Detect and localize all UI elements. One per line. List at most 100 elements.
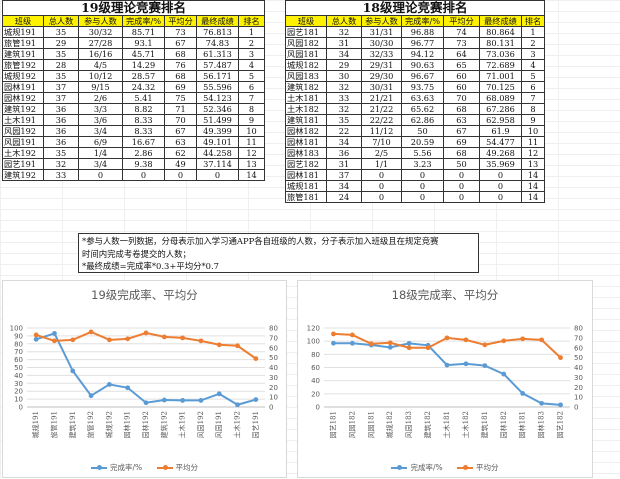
table-cell[interactable]: 76: [164, 59, 197, 71]
table-cell[interactable]: 30/32: [78, 26, 123, 38]
table-cell[interactable]: 8.33: [122, 125, 165, 137]
table-cell[interactable]: 12: [237, 147, 266, 159]
table-cell[interactable]: 园林182: [285, 125, 327, 137]
data-point[interactable]: [161, 397, 167, 403]
table-cell[interactable]: 35: [43, 70, 79, 82]
table-cell[interactable]: 30: [326, 70, 362, 82]
table-cell[interactable]: 园艺182: [285, 158, 327, 170]
table-cell[interactable]: 风园192: [2, 125, 44, 137]
table-cell[interactable]: 6/9: [78, 136, 123, 148]
table-cell[interactable]: 5.56: [401, 147, 444, 159]
table-cell[interactable]: 2: [520, 37, 546, 49]
chart-18[interactable]: 18级完成率、平均分 0 20 40 60 80 100 120 0 10 20 30 40 50 60 7…: [297, 280, 593, 478]
table-cell[interactable]: 54.123: [196, 92, 239, 104]
data-point[interactable]: [180, 398, 186, 403]
table-cell[interactable]: 52.346: [196, 103, 239, 115]
table-cell[interactable]: 园林181: [285, 169, 327, 181]
table-cell[interactable]: 12: [520, 147, 546, 159]
table-cell[interactable]: 9/15: [78, 81, 123, 93]
table-cell[interactable]: 69: [443, 136, 480, 148]
table-cell[interactable]: 0: [361, 180, 402, 192]
data-point[interactable]: [368, 341, 374, 347]
data-point[interactable]: [539, 337, 545, 343]
data-point[interactable]: [52, 331, 57, 336]
table-cell[interactable]: 园艺181: [285, 26, 327, 38]
data-point[interactable]: [406, 340, 412, 346]
data-point[interactable]: [143, 330, 149, 336]
table-cell[interactable]: 93.1: [122, 37, 165, 49]
table-cell[interactable]: 57.487: [196, 59, 239, 71]
data-point[interactable]: [180, 335, 186, 341]
table-cell[interactable]: 37: [326, 169, 362, 181]
table-cell[interactable]: 13: [237, 158, 266, 170]
table-cell[interactable]: 7: [237, 92, 266, 104]
table-cell[interactable]: 11/12: [361, 125, 402, 137]
table-cell[interactable]: 33: [326, 92, 362, 104]
table-cell[interactable]: 7/10: [361, 136, 402, 148]
table-cell[interactable]: 9: [237, 114, 266, 126]
table-cell[interactable]: 土木181: [285, 92, 327, 104]
table-cell[interactable]: 74: [443, 26, 480, 38]
table-cell[interactable]: 37: [43, 81, 79, 93]
table-cell[interactable]: 2.86: [122, 147, 165, 159]
table-cell[interactable]: 36: [43, 136, 79, 148]
table-cell[interactable]: 城规191: [2, 26, 44, 38]
table-cell[interactable]: 0: [479, 169, 522, 181]
data-point[interactable]: [463, 337, 469, 343]
data-point[interactable]: [33, 336, 39, 342]
table-cell[interactable]: 68: [443, 103, 480, 115]
table-cell[interactable]: 71: [164, 103, 197, 115]
table-cell[interactable]: 1/1: [361, 158, 402, 170]
table-cell[interactable]: 0: [479, 180, 522, 192]
data-point[interactable]: [33, 332, 39, 338]
table-cell[interactable]: 园林181: [285, 136, 327, 148]
table-cell[interactable]: 3.23: [401, 158, 444, 170]
table-cell[interactable]: 72.689: [479, 59, 522, 71]
table-cell[interactable]: 67: [164, 37, 197, 49]
table-cell[interactable]: 10: [237, 125, 266, 137]
table-cell[interactable]: 11: [237, 136, 266, 148]
table-cell[interactable]: 6: [520, 81, 546, 93]
table-cell[interactable]: 70.125: [479, 81, 522, 93]
table-cell[interactable]: 3/4: [78, 125, 123, 137]
table-cell[interactable]: 35.969: [479, 158, 522, 170]
table-cell[interactable]: 28: [43, 59, 79, 71]
table-cell[interactable]: 36: [43, 103, 79, 115]
table-cell[interactable]: 64: [443, 48, 480, 60]
table-cell[interactable]: 29: [43, 37, 79, 49]
table-cell[interactable]: 63: [443, 114, 480, 126]
table-cell[interactable]: 37: [43, 92, 79, 104]
table-cell[interactable]: 56.171: [196, 70, 239, 82]
table-cell[interactable]: 68: [443, 147, 480, 159]
table-cell[interactable]: 1: [237, 26, 266, 38]
table-cell[interactable]: 风园183: [285, 70, 327, 82]
table-cell[interactable]: 37.114: [196, 158, 239, 170]
table-cell[interactable]: 6: [237, 81, 266, 93]
table-cell[interactable]: 49.101: [196, 136, 239, 148]
table-cell[interactable]: 2/5: [361, 147, 402, 159]
table-cell[interactable]: 3: [237, 48, 266, 60]
table-cell[interactable]: 城规182: [285, 59, 327, 71]
table-cell[interactable]: 96.77: [401, 37, 444, 49]
data-point[interactable]: [539, 400, 545, 406]
table-cell[interactable]: 园林183: [285, 147, 327, 159]
data-point[interactable]: [501, 371, 507, 377]
table-cell[interactable]: 风园182: [285, 37, 327, 49]
table-cell[interactable]: 62: [164, 147, 197, 159]
table-cell[interactable]: 0: [196, 169, 239, 181]
table-cell[interactable]: 68: [164, 70, 197, 82]
table-cell[interactable]: 5: [520, 70, 546, 82]
table-cell[interactable]: 风园181: [285, 48, 327, 60]
data-point[interactable]: [349, 340, 355, 346]
table-cell[interactable]: 67: [164, 125, 197, 137]
table-cell[interactable]: 14.29: [122, 59, 165, 71]
table-cell[interactable]: 69: [164, 81, 197, 93]
data-point[interactable]: [387, 344, 393, 350]
table-cell[interactable]: 96.88: [401, 26, 444, 38]
table-cell[interactable]: 8: [237, 103, 266, 115]
table-cell[interactable]: 62.86: [401, 114, 444, 126]
table-cell[interactable]: 35: [43, 26, 79, 38]
table-cell[interactable]: 0: [401, 191, 444, 203]
table-cell[interactable]: 90.63: [401, 59, 444, 71]
table-cell[interactable]: 9.38: [122, 158, 165, 170]
